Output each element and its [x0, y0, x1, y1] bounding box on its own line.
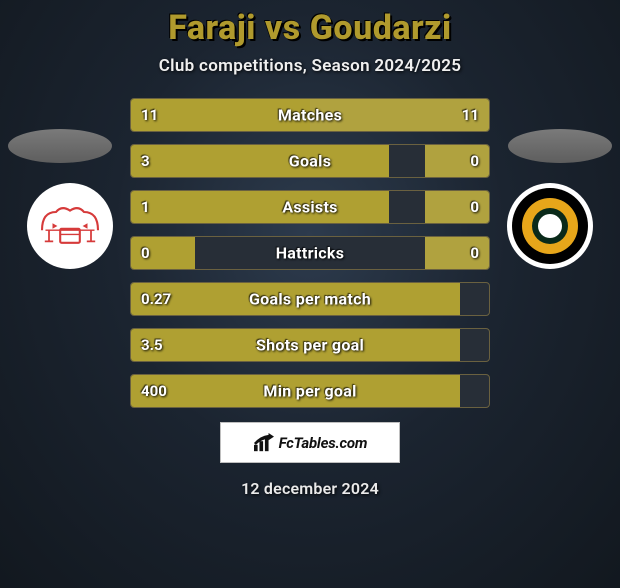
stat-fill-left — [131, 145, 389, 177]
stats-container: 11 Matches 11 3 Goals 0 1 Assists 0 0 Hattricks 0 0.… — [130, 98, 490, 408]
stat-label: Assists — [282, 198, 337, 217]
left-player-oval — [8, 129, 112, 163]
stat-row: 0.27 Goals per match — [130, 282, 490, 316]
right-badge-ring-mid — [522, 198, 578, 254]
stat-label: Goals per match — [249, 290, 371, 309]
stat-value-left: 0.27 — [141, 290, 171, 308]
vs-text: vs — [265, 8, 301, 48]
footer-date: 12 december 2024 — [0, 479, 620, 498]
stat-label: Goals — [289, 152, 331, 171]
brand-chart-icon — [253, 433, 275, 453]
stat-value-left: 11 — [141, 106, 158, 124]
stat-value-left: 0 — [141, 244, 150, 262]
right-badge-ring-inner — [532, 208, 568, 244]
stat-value-left: 3 — [141, 152, 150, 170]
player-left-name: Faraji — [168, 8, 256, 48]
right-club-badge — [507, 183, 593, 269]
stat-value-right: 0 — [470, 244, 479, 262]
stat-row: 1 Assists 0 — [130, 190, 490, 224]
stat-value-right: 0 — [470, 152, 479, 170]
right-badge-center — [538, 214, 562, 238]
stat-fill-left — [131, 191, 389, 223]
stat-value-right: 0 — [470, 198, 479, 216]
stat-value-left: 1 — [141, 198, 150, 216]
left-club-badge — [27, 183, 113, 269]
stat-row: 400 Min per goal — [130, 374, 490, 408]
right-player-oval — [508, 129, 612, 163]
brand-box[interactable]: FcTables.com — [220, 422, 400, 463]
subtitle: Club competitions, Season 2024/2025 — [0, 56, 620, 76]
page-title: Faraji vs Goudarzi — [0, 8, 620, 48]
stat-label: Matches — [278, 106, 342, 125]
stat-label: Shots per goal — [256, 336, 364, 355]
left-club-crest-icon — [35, 196, 105, 256]
stat-value-left: 400 — [141, 382, 167, 400]
stat-row: 11 Matches 11 — [130, 98, 490, 132]
stat-label: Hattricks — [276, 244, 345, 263]
brand-text: FcTables.com — [279, 434, 368, 452]
stat-row: 3 Goals 0 — [130, 144, 490, 178]
stat-value-left: 3.5 — [141, 336, 163, 354]
stat-row: 3.5 Shots per goal — [130, 328, 490, 362]
stat-row: 0 Hattricks 0 — [130, 236, 490, 270]
stat-value-right: 11 — [462, 106, 479, 124]
right-badge-ring-outer — [512, 188, 588, 264]
player-right-name: Goudarzi — [310, 8, 452, 48]
stat-label: Min per goal — [263, 382, 356, 401]
